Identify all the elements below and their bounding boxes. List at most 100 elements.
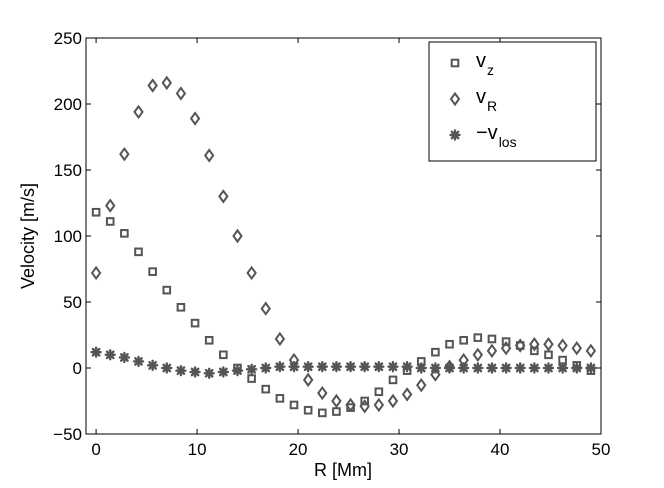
data-point-diamond: [189, 111, 201, 126]
data-point-star: [556, 362, 569, 374]
x-tick-label: 50: [592, 440, 611, 459]
data-point-square: [388, 375, 398, 385]
data-point-star: [571, 362, 583, 374]
data-point-diamond: [571, 340, 583, 356]
data-point-star: [514, 362, 526, 374]
data-point-star: [260, 362, 272, 374]
series-square: [91, 207, 596, 418]
data-point-diamond: [345, 397, 356, 413]
x-tick-label: 40: [491, 440, 510, 459]
x-tick-label: 20: [289, 440, 308, 459]
data-point-diamond: [104, 198, 116, 213]
data-point-square: [332, 407, 341, 416]
legend-marker-star: [449, 129, 461, 141]
data-point-star: [401, 360, 413, 373]
data-point-square: [176, 302, 186, 312]
data-point-square: [530, 346, 539, 356]
y-tick-label: 0: [73, 359, 82, 378]
data-point-star: [302, 360, 314, 373]
data-point-diamond: [416, 377, 427, 393]
data-point-star: [344, 360, 357, 373]
data-point-square: [134, 247, 143, 257]
data-point-diamond: [147, 78, 158, 93]
data-point-star: [175, 364, 187, 377]
data-point-diamond: [585, 343, 597, 359]
data-point-square: [275, 394, 285, 403]
data-point-square: [91, 207, 101, 217]
data-point-diamond: [203, 148, 215, 163]
data-point-square: [459, 335, 468, 345]
data-point-diamond: [529, 337, 540, 352]
data-point-star: [443, 362, 456, 374]
data-point-diamond: [401, 387, 413, 402]
data-point-square: [431, 347, 440, 357]
y-tick-label: 100: [54, 227, 82, 246]
y-tick-label: 150: [54, 161, 82, 180]
data-point-star: [189, 366, 201, 378]
data-point-diamond: [161, 75, 173, 91]
series-star: [90, 346, 597, 379]
data-point-star: [429, 362, 442, 374]
data-point-star: [217, 366, 230, 378]
data-point-star: [585, 362, 597, 374]
legend-label-subscript: los: [499, 134, 517, 150]
legend-label-subscript: R: [487, 98, 497, 114]
data-point-diamond: [133, 104, 144, 120]
y-tick-label: 50: [63, 293, 82, 312]
data-point-diamond: [246, 265, 257, 281]
data-point-star: [245, 363, 258, 376]
data-point-square: [317, 408, 327, 418]
data-point-diamond: [260, 301, 271, 316]
x-tick-label: 10: [188, 440, 207, 459]
data-point-star: [415, 362, 427, 374]
data-point-star: [486, 362, 498, 374]
data-point-star: [161, 362, 173, 374]
data-point-star: [472, 362, 484, 374]
data-point-diamond: [486, 343, 498, 359]
data-point-square: [501, 337, 511, 346]
legend-marker-square: [450, 58, 460, 68]
data-point-square: [473, 333, 483, 342]
data-point-diamond: [373, 397, 385, 413]
data-point-diamond: [500, 340, 512, 356]
data-point-diamond: [274, 331, 286, 347]
data-point-square: [289, 400, 299, 410]
y-tick-label: 250: [54, 29, 82, 48]
data-point-diamond: [331, 393, 342, 409]
legend-marker-diamond: [449, 91, 461, 107]
data-point-star: [500, 362, 512, 374]
x-axis-title: R [Mm]: [314, 460, 372, 480]
data-point-star: [330, 360, 343, 373]
data-point-diamond: [543, 337, 554, 352]
data-point-diamond: [387, 393, 399, 409]
data-point-square: [544, 350, 553, 360]
data-point-diamond: [430, 367, 441, 382]
data-point-diamond: [557, 338, 568, 353]
axis-ticks: [86, 37, 602, 435]
axis-tick-labels: 0 10 20 30 40 50 −50 0 50 100 150 200 250: [53, 29, 610, 459]
data-point-diamond: [232, 228, 243, 244]
data-point-diamond: [472, 347, 484, 363]
data-point-star: [118, 351, 131, 364]
data-point-star: [274, 360, 286, 373]
data-point-square: [204, 335, 214, 345]
data-point-square: [120, 229, 129, 238]
legend-label-subscript: z: [487, 62, 494, 78]
data-point-star: [542, 362, 555, 374]
data-point-star: [316, 360, 328, 373]
data-point-star: [104, 349, 116, 361]
y-tick-label: −50: [53, 425, 82, 444]
data-point-square: [105, 217, 115, 226]
data-point-star: [387, 360, 399, 373]
data-point-diamond: [317, 385, 328, 401]
data-point-square: [303, 405, 313, 415]
data-point-diamond: [175, 86, 187, 101]
data-point-square: [445, 339, 454, 349]
data-point-star: [373, 360, 385, 373]
data-point-square: [487, 334, 497, 344]
data-point-square: [247, 374, 256, 383]
data-point-diamond: [119, 146, 130, 162]
data-point-square: [219, 350, 228, 360]
